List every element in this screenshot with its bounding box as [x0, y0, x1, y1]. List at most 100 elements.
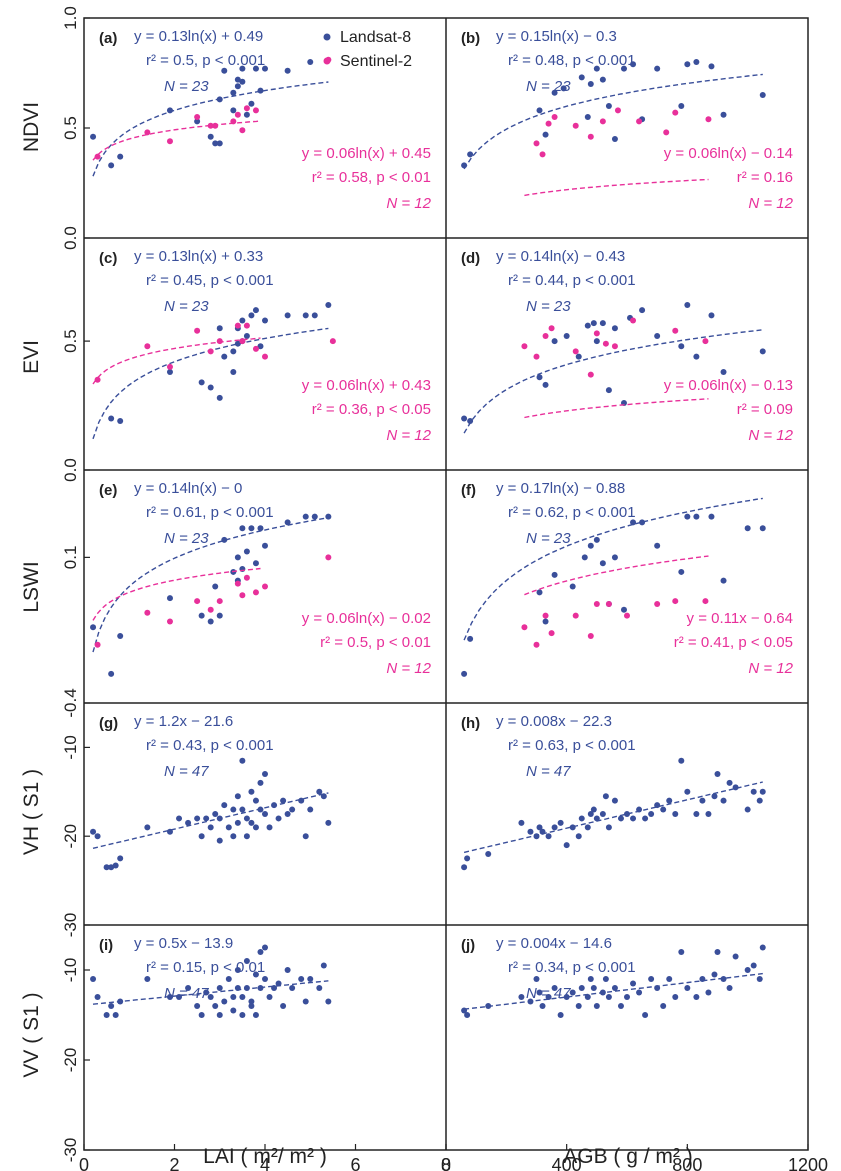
data-point — [257, 343, 264, 350]
data-point — [262, 583, 268, 590]
data-point — [672, 994, 679, 1000]
data-point — [587, 371, 594, 378]
legend-marker — [323, 57, 331, 65]
data-point — [563, 332, 570, 339]
data-point — [234, 967, 241, 973]
data-point — [230, 89, 237, 96]
data-point — [108, 1003, 115, 1009]
data-point — [207, 618, 214, 625]
panel-label: (b) — [461, 30, 480, 47]
data-point — [551, 571, 558, 578]
stats-text: r² = 0.5, p < 0.001 — [146, 52, 265, 69]
data-point — [581, 554, 588, 561]
data-point — [750, 788, 757, 795]
data-point — [714, 771, 721, 778]
data-point — [654, 600, 661, 607]
fit-line — [92, 792, 329, 849]
n-text: N = 23 — [164, 78, 209, 95]
data-point — [252, 107, 259, 114]
data-point — [252, 589, 259, 596]
data-point — [569, 989, 576, 996]
stats-text: r² = 0.58, p < 0.01 — [312, 169, 431, 186]
data-point — [539, 151, 546, 158]
data-point — [617, 815, 624, 822]
data-point — [234, 580, 241, 587]
n-text: N = 23 — [526, 530, 571, 547]
y-axis-label-vv: VV ( S1 ) — [20, 992, 43, 1077]
data-point — [239, 127, 246, 134]
data-point — [578, 815, 585, 822]
data-point — [587, 811, 594, 817]
stats-text: r² = 0.41, p < 0.05 — [674, 634, 793, 651]
data-point — [144, 976, 151, 982]
data-point — [248, 525, 255, 532]
data-point — [252, 824, 259, 831]
data-point — [614, 107, 621, 114]
data-point — [216, 325, 223, 332]
stats-text: r² = 0.62, p < 0.001 — [508, 504, 636, 521]
data-point — [230, 994, 237, 1000]
data-point — [234, 76, 241, 83]
data-point — [575, 353, 582, 360]
data-point — [194, 598, 201, 605]
n-text: N = 12 — [386, 427, 431, 444]
data-point — [536, 824, 543, 831]
equation-text: y = 1.2x − 21.6 — [134, 713, 233, 730]
fit-line — [463, 781, 763, 854]
legend-label: Landsat-8 — [340, 29, 411, 46]
panel-label: (c) — [99, 250, 117, 267]
data-point — [94, 376, 101, 383]
data-point — [720, 577, 727, 584]
data-point — [90, 976, 97, 982]
fit-line — [463, 73, 763, 170]
y-tick-label: -20 — [61, 824, 80, 849]
data-point — [684, 788, 691, 795]
data-point — [239, 78, 246, 85]
data-point — [284, 967, 291, 973]
data-point — [536, 374, 543, 381]
data-point — [678, 949, 685, 955]
data-point — [542, 131, 549, 138]
data-point — [605, 387, 612, 394]
data-point — [602, 793, 609, 800]
data-point — [744, 967, 751, 973]
data-point — [289, 985, 296, 991]
data-point — [230, 348, 237, 355]
data-point — [720, 111, 727, 118]
data-point — [557, 1012, 564, 1018]
data-point — [216, 1012, 223, 1018]
data-point — [257, 525, 264, 532]
data-point — [230, 107, 237, 114]
x-tick-label: 8 — [441, 1155, 451, 1171]
data-point — [252, 345, 259, 352]
n-text: N = 47 — [526, 985, 571, 1002]
data-point — [732, 953, 739, 960]
data-point — [166, 994, 173, 1000]
data-point — [648, 976, 655, 982]
data-point — [572, 348, 579, 355]
data-point — [660, 806, 667, 813]
data-point — [198, 612, 205, 619]
data-point — [216, 140, 223, 147]
stats-text: r² = 0.5, p < 0.01 — [320, 634, 431, 651]
data-point — [533, 140, 540, 147]
data-point — [262, 317, 268, 324]
panel-label: (a) — [99, 30, 117, 47]
data-point — [325, 998, 332, 1005]
data-point — [112, 862, 119, 869]
data-point — [642, 815, 649, 822]
data-point — [243, 105, 250, 112]
data-point — [542, 332, 549, 339]
data-point — [221, 998, 228, 1005]
data-point — [117, 855, 124, 862]
y-tick-label: -0.4 — [61, 688, 80, 717]
data-point — [262, 65, 268, 72]
y-tick-label: 0.1 — [61, 546, 80, 570]
data-point — [225, 824, 232, 831]
data-point — [302, 833, 309, 840]
data-point — [590, 320, 597, 327]
data-point — [252, 971, 259, 978]
data-point — [593, 1003, 600, 1009]
data-point — [289, 806, 296, 813]
data-point — [759, 348, 766, 355]
